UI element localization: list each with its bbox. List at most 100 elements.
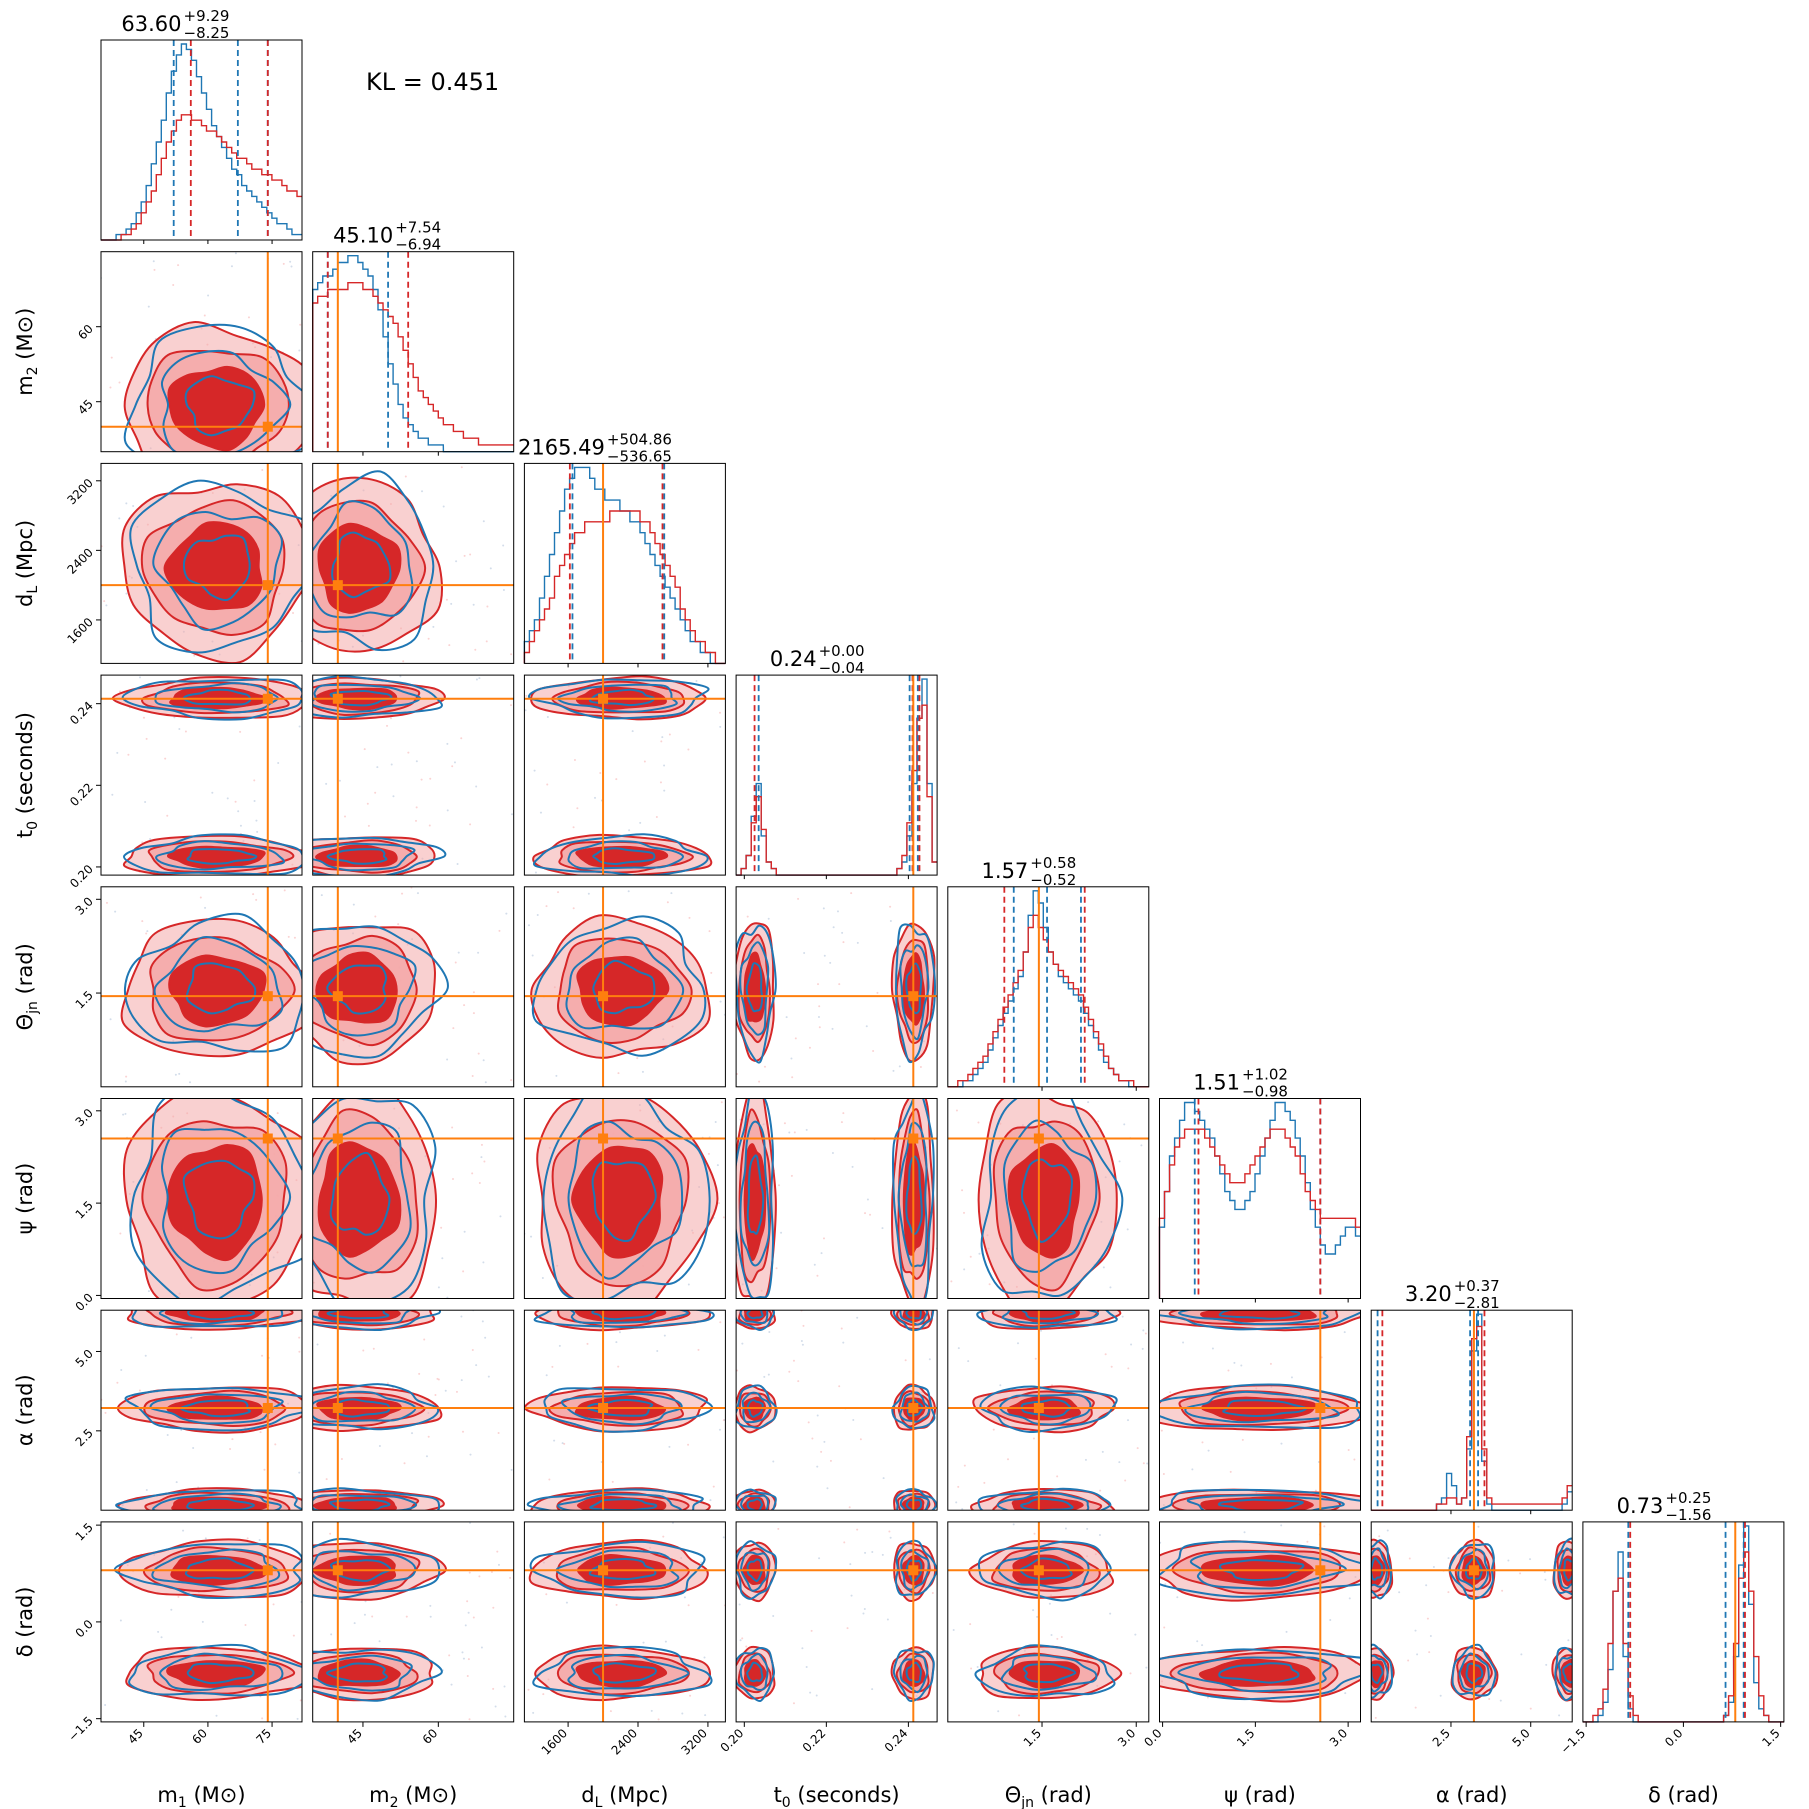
scatter-point — [1098, 1533, 1101, 1536]
scatter-point — [421, 490, 424, 493]
contour-blue — [905, 962, 923, 1015]
x-tick-label: 60 — [420, 1726, 441, 1747]
scatter-point — [456, 863, 459, 866]
scatter-point — [428, 824, 431, 827]
scatter-point — [852, 1418, 855, 1421]
scatter-point — [190, 1336, 193, 1339]
scatter-point — [532, 1711, 535, 1714]
scatter-point — [178, 1072, 181, 1075]
scatter-point — [467, 1658, 470, 1661]
scatter-point — [1329, 1618, 1332, 1621]
injection-marker — [908, 1133, 919, 1144]
scatter-point — [636, 1057, 639, 1060]
contour-blue — [1371, 1557, 1384, 1581]
scatter-point — [253, 779, 256, 782]
panel-frame — [312, 674, 515, 876]
scatter-point — [263, 1468, 266, 1471]
scatter-point — [258, 1539, 261, 1542]
contour-blue — [1186, 1494, 1345, 1511]
scatter-point — [794, 1037, 797, 1040]
scatter-point — [810, 1629, 813, 1632]
panel-alpha-vs-dL — [523, 1309, 726, 1511]
injection-marker — [1033, 1133, 1044, 1144]
x-tick-label: 2400 — [609, 1726, 640, 1757]
panel-dL-vs-m2 — [312, 462, 515, 664]
scatter-point — [576, 807, 579, 810]
histogram-red — [947, 914, 1149, 1088]
scatter-point — [741, 1637, 744, 1640]
scatter-point — [386, 724, 389, 727]
contour-blue — [129, 1098, 302, 1299]
scatter-point — [842, 1112, 845, 1115]
scatter-point — [688, 916, 691, 919]
panel-frame — [947, 1521, 1150, 1723]
panel-frame — [523, 674, 726, 876]
scatter-point — [1426, 1617, 1429, 1620]
scatter-point — [871, 1688, 874, 1691]
x-tick-label: 1.5 — [1759, 1726, 1782, 1749]
scatter-point — [404, 475, 407, 478]
scatter-point — [586, 1342, 589, 1345]
scatter-point — [811, 1437, 814, 1440]
scatter-point — [1160, 1429, 1163, 1432]
x-tick-label: 1600 — [539, 1726, 570, 1757]
scatter-point — [505, 912, 508, 915]
scatter-point — [1007, 1458, 1010, 1461]
panel-psi-vs-m2 — [312, 1098, 515, 1299]
panel-delta-vs-alpha — [1370, 1521, 1573, 1723]
contour-blue — [897, 1121, 928, 1268]
scatter-point — [800, 1340, 803, 1343]
scatter-point — [1118, 1461, 1121, 1464]
contour-blue — [182, 534, 251, 602]
scatter-point — [277, 762, 280, 765]
scatter-point — [296, 1717, 299, 1720]
scatter-point — [475, 1364, 478, 1367]
scatter-point — [683, 1596, 686, 1599]
contour-blue — [533, 833, 709, 876]
panel-frame — [947, 886, 1150, 1088]
scatter-point — [641, 1070, 644, 1073]
scatter-point — [416, 892, 419, 895]
scatter-point — [411, 1432, 414, 1435]
scatter-point — [969, 1255, 972, 1258]
scatter-point — [1104, 1353, 1107, 1356]
scatter-point — [125, 1075, 128, 1078]
contour-blue — [129, 479, 302, 654]
contour-blue — [1159, 1383, 1361, 1430]
scatter-point — [480, 1143, 483, 1146]
scatter-point — [707, 1152, 710, 1155]
x-tick-label: 1.5 — [1234, 1726, 1257, 1749]
injection-marker — [332, 991, 343, 1002]
scatter-point — [1145, 1666, 1148, 1669]
contour-blue — [592, 847, 656, 866]
panel-m2-vs-m1 — [100, 251, 303, 453]
contour-blue — [591, 1310, 657, 1321]
contour-blue — [1218, 1310, 1301, 1320]
contour-blue — [526, 1488, 704, 1511]
scatter-point — [1488, 1697, 1491, 1700]
y-tick-label: 0.20 — [67, 862, 96, 891]
panel-frame — [312, 251, 515, 453]
y-axis-label-alpha: α (rad) — [13, 1374, 37, 1446]
scatter-point — [816, 1465, 819, 1468]
scatter-point — [572, 826, 575, 829]
contour-blue — [1000, 1654, 1098, 1691]
scatter-point — [261, 469, 264, 472]
scatter-point — [997, 1710, 1000, 1713]
y-tick-label: 3.0 — [73, 894, 96, 917]
scatter-point — [609, 1710, 612, 1713]
scatter-point — [802, 1324, 805, 1327]
scatter-point — [687, 1283, 690, 1286]
scatter-point — [1056, 1637, 1059, 1640]
contour-blue — [746, 1154, 765, 1235]
contour-blue — [565, 936, 685, 1030]
scatter-point — [657, 1718, 660, 1721]
contour-blue — [1020, 1497, 1074, 1511]
histogram-red — [101, 114, 302, 241]
scatter-point — [1240, 1364, 1243, 1367]
scatter-point — [889, 919, 892, 922]
scatter-point — [1414, 1629, 1417, 1632]
contour-blue — [736, 924, 777, 1064]
scatter-point — [230, 265, 233, 268]
scatter-point — [502, 544, 505, 547]
